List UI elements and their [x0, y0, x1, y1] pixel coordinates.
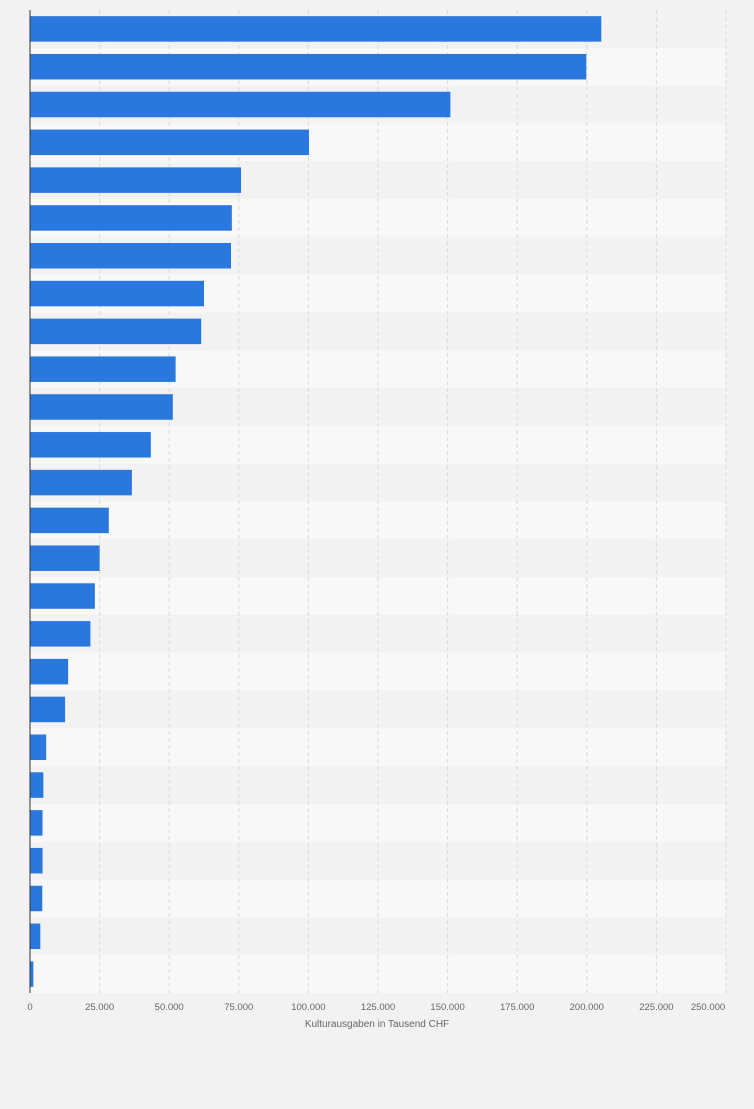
bar [30, 923, 41, 950]
bar [30, 961, 34, 987]
bar [30, 621, 91, 647]
bar [30, 469, 132, 496]
bar [30, 129, 309, 156]
x-tick-label: 100.000 [291, 1002, 325, 1013]
bar [30, 167, 242, 193]
bars [30, 16, 602, 987]
x-tick-label: 150.000 [430, 1002, 464, 1013]
bar [30, 394, 173, 420]
bar [30, 658, 69, 685]
bar [30, 810, 43, 836]
row-band [30, 577, 726, 615]
row-band [30, 766, 726, 804]
bar [30, 16, 602, 42]
bar [30, 507, 109, 534]
bar [30, 356, 176, 382]
x-tick-label: 125.000 [361, 1002, 395, 1013]
bar [30, 280, 204, 307]
bar [30, 734, 47, 760]
bar [30, 696, 66, 723]
bar [30, 772, 44, 798]
bar [30, 53, 587, 80]
x-tick-label: 225.000 [639, 1002, 673, 1013]
x-tick-label: 175.000 [500, 1002, 534, 1013]
bar [30, 885, 43, 912]
x-tick-label: 50.000 [155, 1002, 184, 1013]
bar [30, 318, 202, 345]
bar [30, 91, 451, 118]
x-tick-label: 25.000 [85, 1002, 114, 1013]
x-tick-label: 75.000 [224, 1002, 253, 1013]
x-tick-label: 200.000 [570, 1002, 604, 1013]
bar [30, 583, 95, 609]
x-tick-label: 250.000 [691, 1002, 725, 1013]
x-axis-title: Kulturausgaben in Tausend CHF [305, 1019, 449, 1030]
bar [30, 243, 232, 269]
bar [30, 205, 232, 231]
bar [30, 545, 100, 571]
bar [30, 432, 151, 458]
row-band [30, 955, 726, 993]
bar [30, 847, 43, 874]
x-tick-label: 0 [27, 1002, 32, 1013]
x-tick-labels: 0 25.000 50.000 75.000 100.000 125.000 150.000… [27, 1002, 725, 1013]
